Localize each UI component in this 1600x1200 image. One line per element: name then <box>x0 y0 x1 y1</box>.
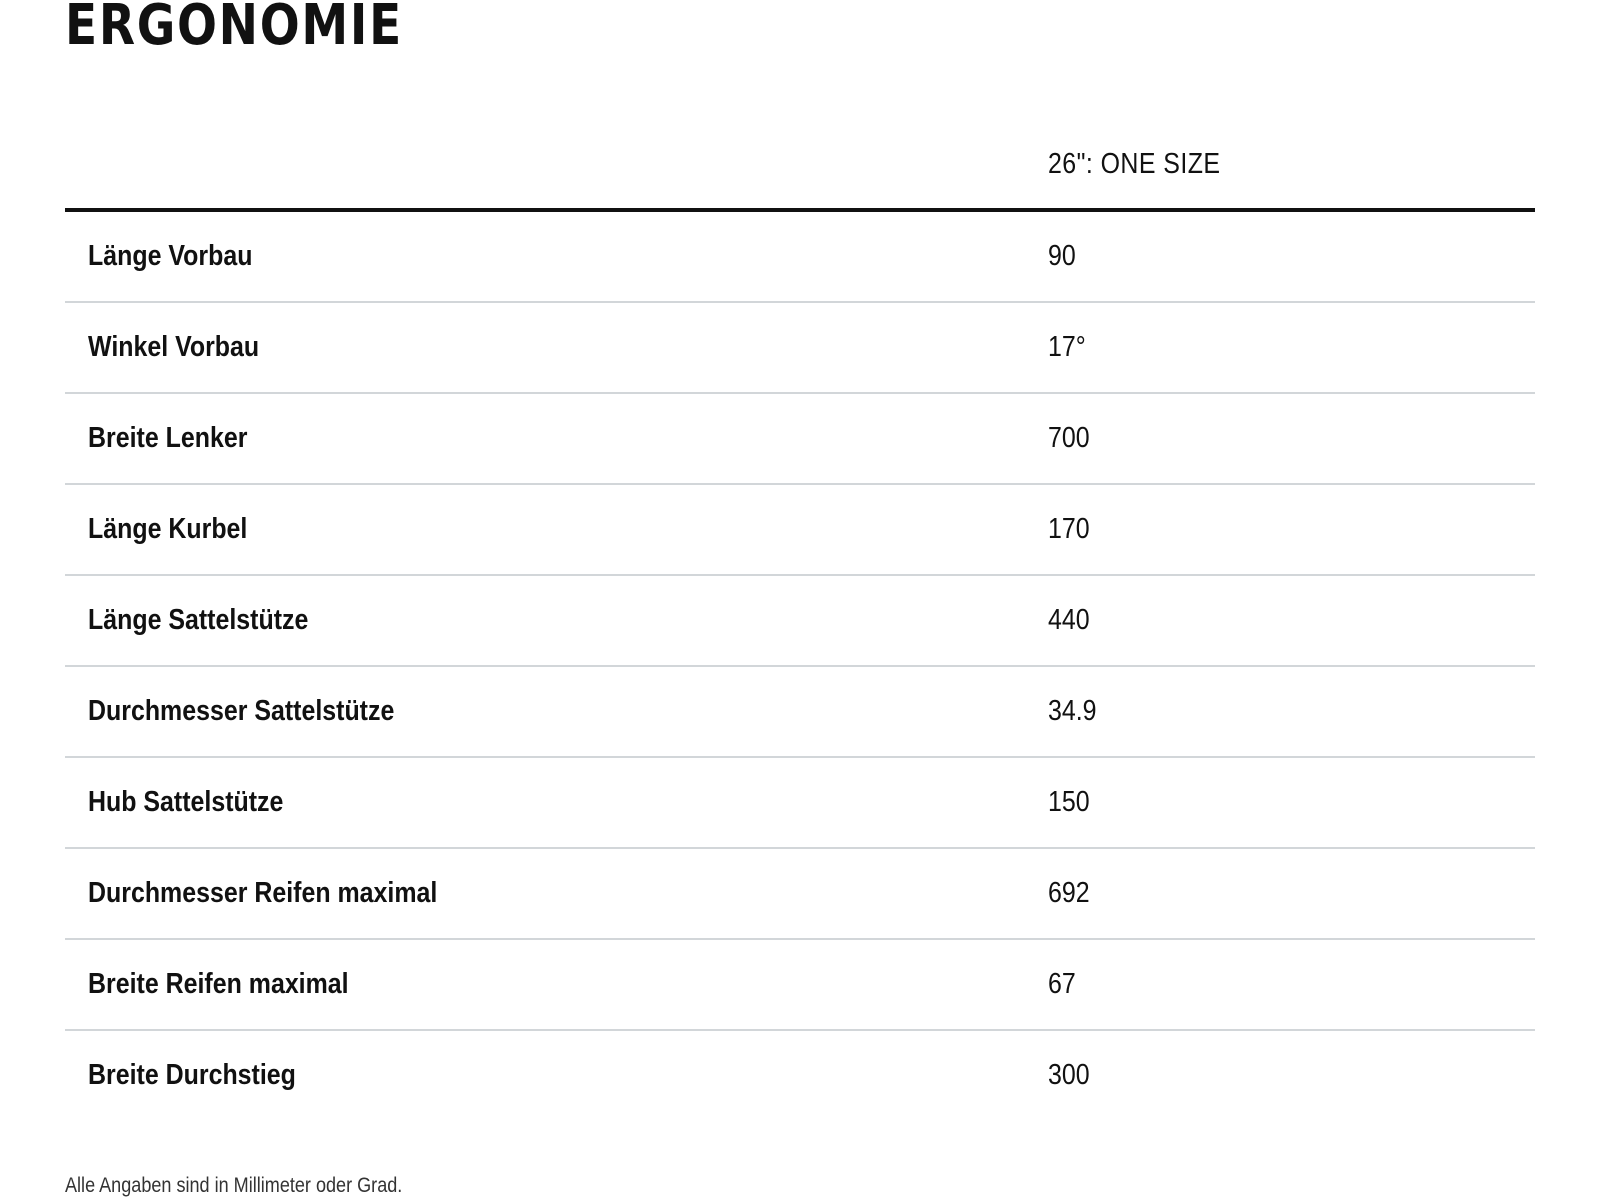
table-row: Winkel Vorbau 17° <box>65 303 1535 394</box>
row-label: Länge Kurbel <box>88 513 248 545</box>
row-label: Winkel Vorbau <box>88 331 260 363</box>
row-value: 440 <box>1048 604 1090 636</box>
table-row: Breite Reifen maximal 67 <box>65 940 1535 1031</box>
row-value: 90 <box>1048 240 1076 272</box>
row-value: 150 <box>1048 786 1090 818</box>
table-row: Breite Durchstieg 300 <box>65 1031 1535 1122</box>
row-label: Länge Vorbau <box>88 240 253 272</box>
table-row: Länge Kurbel 170 <box>65 485 1535 576</box>
units-footnote: Alle Angaben sind in Millimeter oder Gra… <box>65 1174 403 1197</box>
table-row: Durchmesser Reifen maximal 692 <box>65 849 1535 940</box>
row-value: 17° <box>1048 331 1086 363</box>
row-label: Breite Lenker <box>88 422 248 454</box>
table-row: Breite Lenker 700 <box>65 394 1535 485</box>
row-value: 300 <box>1048 1059 1090 1091</box>
row-value: 67 <box>1048 968 1076 1000</box>
row-label: Hub Sattelstütze <box>88 786 284 818</box>
row-label: Durchmesser Sattelstütze <box>88 695 395 727</box>
row-label: Breite Durchstieg <box>88 1059 296 1091</box>
row-label: Breite Reifen maximal <box>88 968 349 1000</box>
size-column-header: 26": ONE SIZE <box>1048 148 1221 180</box>
table-row: Länge Vorbau 90 <box>65 212 1535 303</box>
row-value: 170 <box>1048 513 1090 545</box>
table-row: Durchmesser Sattelstütze 34.9 <box>65 667 1535 758</box>
row-value: 692 <box>1048 877 1090 909</box>
ergonomics-table: 26": ONE SIZE Länge Vorbau 90 Winkel Vor… <box>65 118 1535 1122</box>
table-row: Länge Sattelstütze 440 <box>65 576 1535 667</box>
table-row: Hub Sattelstütze 150 <box>65 758 1535 849</box>
table-header-row: 26": ONE SIZE <box>65 118 1535 212</box>
row-label: Länge Sattelstütze <box>88 604 309 636</box>
page-title: ERGONOMIE <box>65 0 403 58</box>
row-label: Durchmesser Reifen maximal <box>88 877 438 909</box>
row-value: 700 <box>1048 422 1090 454</box>
row-value: 34.9 <box>1048 695 1097 727</box>
